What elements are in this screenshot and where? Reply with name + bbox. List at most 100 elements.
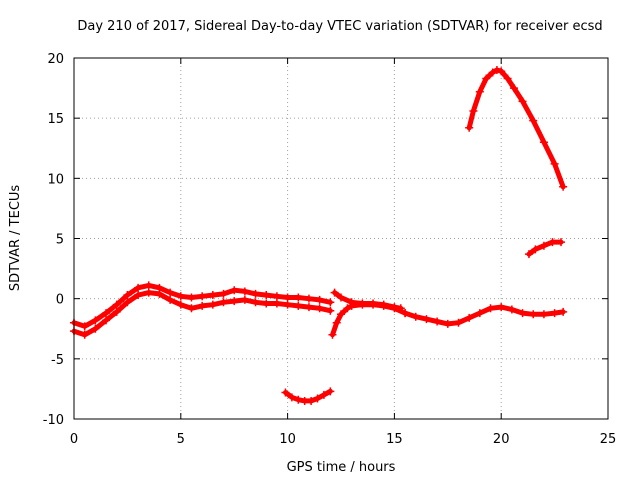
series-late-short-segment — [524, 238, 566, 259]
data-point — [486, 304, 495, 313]
data-point — [328, 330, 337, 339]
data-point — [482, 74, 491, 83]
data-point — [411, 312, 420, 321]
x-tick-label: 5 — [177, 432, 185, 447]
data-point — [281, 388, 290, 397]
data-point — [307, 396, 316, 405]
y-tick-label: 0 — [56, 293, 64, 308]
data-point — [251, 298, 260, 307]
data-point — [422, 315, 431, 324]
data-point — [396, 304, 405, 313]
data-point — [80, 330, 89, 339]
series-trace — [466, 67, 566, 190]
data-point — [187, 304, 196, 313]
data-point — [488, 68, 497, 77]
data-point — [230, 286, 239, 295]
y-tick-label: 10 — [47, 172, 64, 187]
data-point — [443, 319, 452, 328]
series-early-secondary — [330, 288, 405, 313]
data-point — [134, 283, 143, 292]
data-point — [510, 84, 519, 93]
data-point — [559, 307, 568, 316]
data-point — [294, 293, 303, 302]
data-point — [330, 288, 339, 297]
data-point — [475, 87, 484, 96]
data-point — [102, 316, 111, 325]
data-point — [401, 309, 410, 318]
data-point — [524, 250, 533, 259]
grid — [74, 58, 608, 419]
data-point — [326, 306, 335, 315]
data-point — [550, 309, 559, 318]
data-point — [283, 293, 292, 302]
data-point — [166, 288, 175, 297]
data-point — [102, 309, 111, 318]
data-point — [497, 303, 506, 312]
data-point — [465, 313, 474, 322]
data-point — [91, 316, 100, 325]
data-point — [337, 293, 345, 302]
data-point — [240, 295, 249, 304]
data-point — [219, 298, 228, 307]
data-point — [304, 294, 313, 303]
data-point — [294, 395, 303, 404]
series-trace — [332, 290, 404, 311]
data-point — [123, 291, 132, 300]
y-tick-label: 15 — [47, 112, 64, 127]
data-point — [262, 299, 271, 308]
data-point — [326, 298, 335, 307]
series-main-band-lower — [70, 288, 335, 339]
y-tick-label: 5 — [56, 233, 64, 248]
data-point — [112, 300, 121, 309]
data-point — [557, 238, 566, 247]
data-point — [230, 297, 239, 306]
data-point — [155, 289, 164, 298]
data-point — [390, 303, 399, 312]
data-point — [176, 300, 185, 309]
data-point — [531, 245, 540, 254]
data-point — [529, 116, 538, 125]
x-tick-label: 25 — [600, 432, 617, 447]
series-trace — [402, 304, 566, 327]
data-point — [550, 159, 559, 168]
data-point — [315, 295, 324, 304]
data-point — [294, 301, 303, 310]
x-tick-label: 0 — [70, 432, 78, 447]
data-point — [219, 289, 228, 298]
data-point — [492, 66, 501, 75]
data-point — [347, 298, 356, 307]
data-point — [503, 74, 512, 83]
data-point — [326, 387, 335, 396]
data-point — [379, 300, 388, 309]
data-point — [187, 293, 196, 302]
data-point — [454, 318, 463, 327]
data-point — [198, 292, 207, 301]
data-point — [287, 393, 296, 402]
y-tick-label: 20 — [47, 52, 64, 67]
data-point — [240, 287, 249, 296]
data-point — [166, 295, 175, 304]
data-point — [369, 299, 378, 308]
data-point — [518, 309, 527, 318]
ticks: 0 5 10 15 20 25 -10 -5 0 5 10 15 20 — [43, 52, 617, 447]
series-dip-segment — [281, 387, 335, 405]
data-point — [198, 301, 207, 310]
data-point — [272, 299, 281, 308]
x-tick-label: 10 — [279, 432, 296, 447]
data-point — [559, 182, 568, 191]
data-point — [283, 300, 292, 309]
data-point — [518, 97, 527, 106]
data-point — [358, 299, 367, 308]
data-point — [332, 318, 341, 327]
chart-title: Day 210 of 2017, Sidereal Day-to-day VTE… — [77, 19, 602, 34]
data-point — [337, 310, 345, 319]
data-point — [80, 322, 89, 331]
data-point — [208, 300, 217, 309]
data-point — [313, 394, 322, 403]
y-axis-label: SDTVAR / TECUs — [8, 185, 23, 292]
data-point — [123, 298, 132, 307]
x-axis-label: GPS time / hours — [287, 460, 396, 475]
data-point — [465, 123, 474, 132]
data-point — [529, 310, 538, 319]
